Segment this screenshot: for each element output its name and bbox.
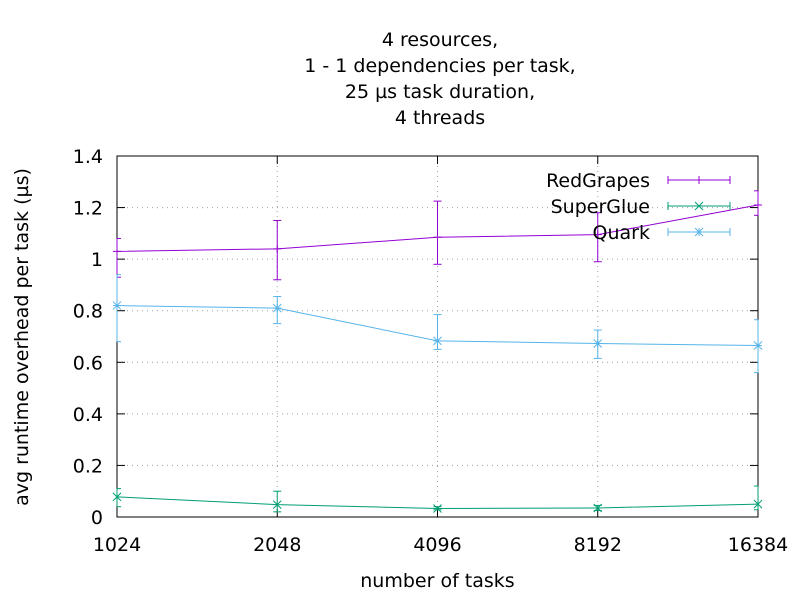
y-tick-label: 1.4 bbox=[73, 146, 103, 168]
title-line-4: 4 threads bbox=[394, 107, 486, 129]
data-point bbox=[593, 503, 603, 513]
legend-label: SuperGlue bbox=[551, 196, 650, 218]
legend-label: Quark bbox=[593, 222, 650, 244]
x-tick-label: 16384 bbox=[728, 534, 788, 556]
data-point bbox=[112, 492, 122, 502]
y-tick-label: 0.6 bbox=[73, 352, 103, 374]
legend-marker bbox=[694, 201, 704, 211]
x-tick-label: 2048 bbox=[253, 534, 301, 556]
x-tick-label: 4096 bbox=[413, 534, 461, 556]
chart-title: 4 resources, 1 - 1 dependencies per task… bbox=[0, 27, 800, 131]
data-point bbox=[433, 336, 442, 346]
title-line-1: 4 resources, bbox=[381, 29, 499, 51]
y-tick-label: 0 bbox=[91, 507, 103, 529]
y-tick-label: 0.4 bbox=[73, 404, 103, 426]
title-line-2: 1 - 1 dependencies per task, bbox=[304, 55, 576, 77]
y-tick-label: 0.2 bbox=[73, 455, 103, 477]
x-tick-label: 8192 bbox=[574, 534, 622, 556]
data-point bbox=[753, 499, 763, 509]
y-tick-label: 1.2 bbox=[73, 198, 103, 220]
title-line-3: 25 µs task duration, bbox=[344, 81, 536, 103]
x-axis-label: number of tasks bbox=[360, 570, 515, 592]
x-tick-label: 1024 bbox=[93, 534, 141, 556]
y-tick-label: 1 bbox=[91, 249, 103, 271]
data-point bbox=[272, 500, 282, 509]
data-point bbox=[593, 339, 603, 348]
data-point bbox=[753, 341, 763, 350]
legend-label: RedGrapes bbox=[546, 170, 650, 192]
y-tick-label: 0.8 bbox=[73, 301, 103, 323]
data-point bbox=[112, 301, 122, 310]
legend-marker bbox=[694, 227, 704, 237]
data-point bbox=[272, 303, 282, 313]
data-point bbox=[433, 504, 442, 513]
